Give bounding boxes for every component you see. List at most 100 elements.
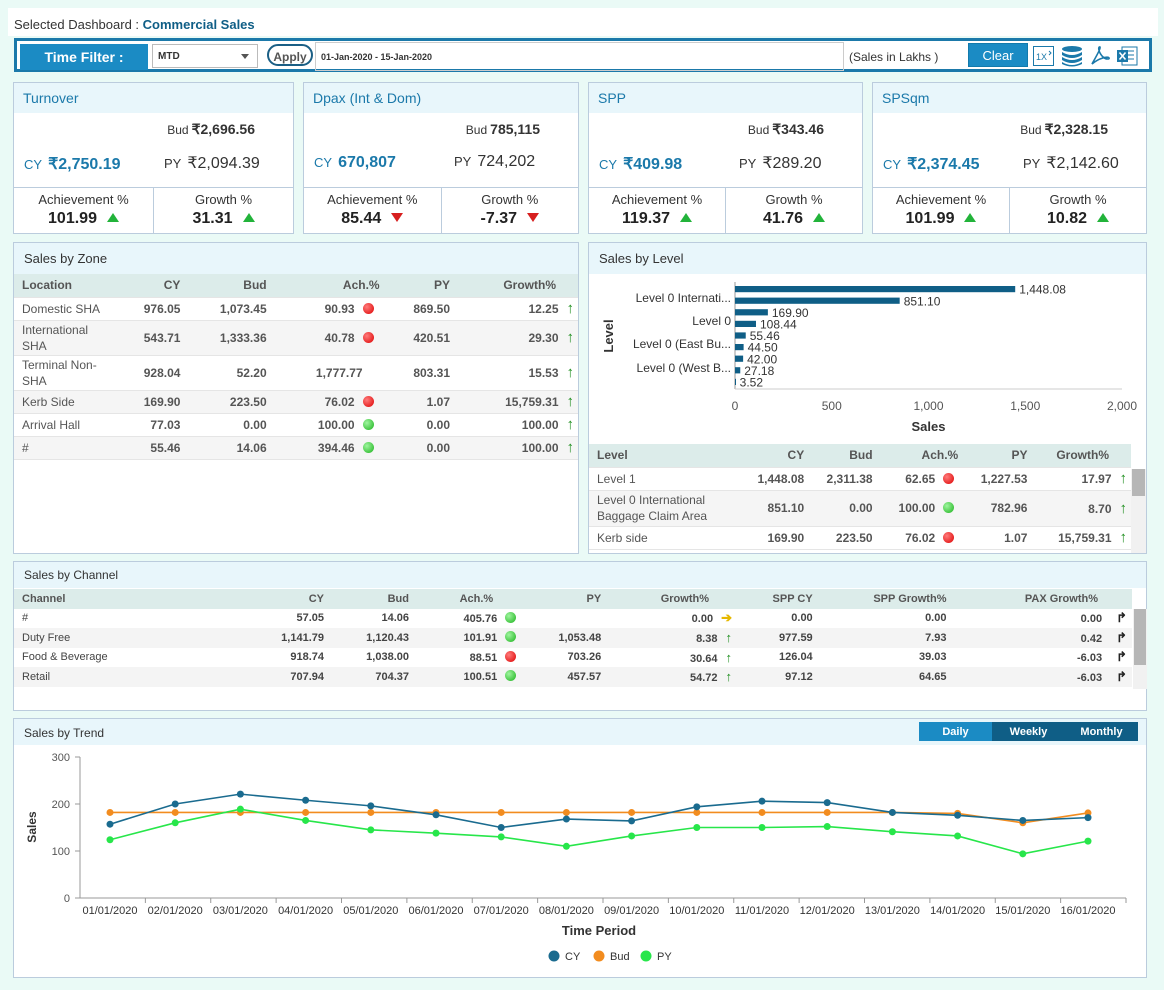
table-row[interactable]: Food & Beverage 918.74 1,038.00 88.51 703.26… — [14, 648, 1132, 668]
tab-weekly[interactable]: Weekly — [992, 722, 1065, 741]
table-row[interactable]: #57.05 14.06 405.76 0.00 ➔ 0.00 0.00 0.00 ↱ — [14, 609, 1132, 629]
kpi-cy-value: ₹2,374.45 — [907, 156, 980, 173]
share-arrow-icon[interactable]: ↱ — [1116, 610, 1127, 626]
kpi-cy-label: CY — [883, 157, 902, 172]
channel-ach: 101.91 — [463, 632, 498, 645]
level-growth-cell: 17.97 ↑ — [1031, 467, 1131, 491]
triangle-up-icon — [1097, 213, 1110, 222]
channel-cy: 918.74 — [290, 651, 324, 664]
zone-growth: 29.30 — [528, 331, 559, 345]
kpi-cy-label: CY — [599, 157, 618, 172]
level-col-header: Ach.% — [876, 444, 963, 468]
zone-ach-cell: 90.93 — [270, 297, 384, 321]
triangle-up-icon — [964, 213, 977, 222]
table-row[interactable]: Arrival Hall 77.03 0.00 100.00 0.00 100.00 ↑ — [14, 413, 578, 437]
table-row[interactable]: International SHA 543.71 1,333.36 40.78 420.… — [14, 320, 578, 356]
kpi-current-year: CY ₹409.98 — [599, 154, 682, 174]
table-row[interactable]: Retail 707.94 704.37 100.51 457.57 54.72 ↑ 97.1… — [14, 667, 1132, 687]
zone-col-header: Growth% — [454, 274, 578, 298]
triangle-up-icon — [106, 213, 119, 222]
apply-button[interactable]: Apply — [267, 44, 313, 66]
level-cy: 1,448.08 — [739, 467, 809, 491]
kpi-achievement-label: Achievement % — [38, 192, 129, 207]
excel-icon[interactable] — [1115, 44, 1139, 68]
channel-col-header: CY — [244, 589, 329, 609]
channel-pax-cell: -6.03 ↱ — [951, 667, 1132, 687]
level-ach: 62.65 — [905, 471, 936, 486]
x-tick-label: 08/01/2020 — [539, 905, 594, 917]
kpi-metrics-row: Achievement % 101.99 Growth % 10.82 — [873, 187, 1146, 233]
database-icon[interactable] — [1060, 44, 1084, 68]
kpi-py-value: ₹2,142.60 — [1046, 155, 1119, 172]
kpi-py-value: 724,202 — [477, 153, 536, 170]
table-row[interactable]: Kerb side 169.90 223.50 76.02 1.07 15,759.31 ↑ — [589, 526, 1131, 550]
x-tick-label: 02/01/2020 — [148, 905, 203, 917]
arrow-up-icon: ↑ — [1119, 499, 1128, 517]
y-axis-title: Sales — [25, 811, 39, 843]
channel-scroll-thumb[interactable] — [1134, 609, 1146, 665]
tab-daily[interactable]: Daily — [919, 722, 992, 741]
period-dropdown[interactable]: MTD — [152, 44, 258, 68]
level-name: Level 0 International Baggage Claim Area — [589, 490, 739, 527]
kpi-py-label: PY — [739, 156, 757, 171]
channel-ach-cell: 405.76 — [414, 609, 521, 629]
level-col-header: Bud — [808, 444, 877, 468]
table-row[interactable]: Domestic SHA 976.05 1,073.45 90.93 869.50 12.… — [14, 297, 578, 321]
kpi-title: SPP — [589, 83, 862, 113]
channel-py: 703.26 — [567, 651, 602, 664]
dashboard-header: Selected Dashboard : Commercial Sales — [8, 8, 1158, 36]
channel-py: 1,053.48 — [521, 628, 607, 648]
share-arrow-icon[interactable]: ↱ — [1116, 649, 1127, 665]
x-tick-label: 16/01/2020 — [1060, 905, 1115, 917]
kpi-title: Dpax (Int & Dom) — [304, 83, 578, 113]
date-range-field[interactable]: 01-Jan-2020 - 15-Jan-2020 — [315, 42, 844, 71]
bar-value-label: 3.52 — [740, 376, 764, 390]
level-ach: 76.02 — [905, 530, 936, 545]
tab-monthly[interactable]: Monthly — [1065, 722, 1138, 741]
channel-col-header: SPP Growth% — [817, 589, 952, 609]
level-table-scrollbar[interactable] — [1131, 469, 1146, 553]
level-cy: 169.90 — [739, 526, 809, 550]
channel-growth: 0.00 — [691, 613, 714, 626]
table-row[interactable]: Kerb Side 169.90 223.50 76.02 1.07 15,759.31 ↑ — [14, 390, 578, 414]
zone-growth: 15.53 — [528, 366, 559, 380]
zone-growth-cell: 15.53 ↑ — [454, 355, 578, 391]
channel-bud: 1,120.43 — [329, 628, 414, 648]
y-tick-label: 100 — [52, 846, 70, 858]
pdf-icon[interactable] — [1088, 44, 1112, 68]
zone-ach: 40.78 — [324, 330, 355, 345]
clear-button[interactable]: Clear — [968, 43, 1028, 67]
table-row[interactable]: #55.46 14.06 394.46 0.00 100.00 ↑ — [14, 436, 578, 460]
sales-by-zone-panel: Sales by Zone Location CY Bud Ach.% PY Growth… — [13, 242, 579, 554]
level-scroll-thumb[interactable] — [1132, 469, 1145, 496]
zoom-1x-icon[interactable]: 1X — [1032, 44, 1054, 68]
channel-col-header: SPP CY — [736, 589, 818, 609]
zone-ach-cell: 76.02 — [270, 390, 384, 414]
data-point-cy — [367, 802, 375, 810]
share-arrow-icon[interactable]: ↱ — [1116, 668, 1127, 684]
level-ach: 100.00 — [898, 501, 936, 515]
legend-marker-cy — [548, 950, 560, 962]
zone-table: Location CY Bud Ach.% PY Growth% Domestic SHA… — [14, 274, 578, 460]
table-row[interactable]: Level 0 International Baggage Claim Area… — [589, 490, 1131, 527]
level-ach-cell: 76.02 — [876, 526, 963, 550]
data-point-py — [302, 816, 310, 824]
level-py: 1,227.53 — [962, 467, 1032, 491]
data-point-cy — [693, 803, 701, 811]
data-point-bud — [628, 808, 636, 816]
kpi-py-value: ₹289.20 — [762, 155, 822, 172]
x-tick-label: 05/01/2020 — [343, 905, 398, 917]
level-ach-cell: 62.65 — [876, 467, 963, 491]
share-arrow-icon[interactable]: ↱ — [1116, 629, 1127, 645]
channel-table-scrollbar[interactable] — [1133, 609, 1147, 689]
bar-value-label: 108.44 — [760, 318, 797, 332]
kpi-card-2: Dpax (Int & Dom) Bud 785,115 CY 670,807 PY 724… — [303, 82, 579, 234]
channel-spp-cy: 126.04 — [779, 651, 813, 664]
data-point-cy — [758, 797, 766, 805]
level-growth-cell: 15,759.31 ↑ — [1031, 526, 1131, 550]
table-row[interactable]: Terminal Non-SHA 928.04 52.20 1,777.77 803.3… — [14, 355, 578, 391]
table-row[interactable]: Duty Free 1,141.79 1,120.43 101.91 1,053.48 8… — [14, 628, 1132, 648]
data-point-bud — [497, 808, 505, 816]
x-tick-label: 12/01/2020 — [800, 905, 855, 917]
table-row[interactable]: Level 1 1,448.08 2,311.38 62.65 1,227.53 17.9… — [589, 467, 1131, 491]
